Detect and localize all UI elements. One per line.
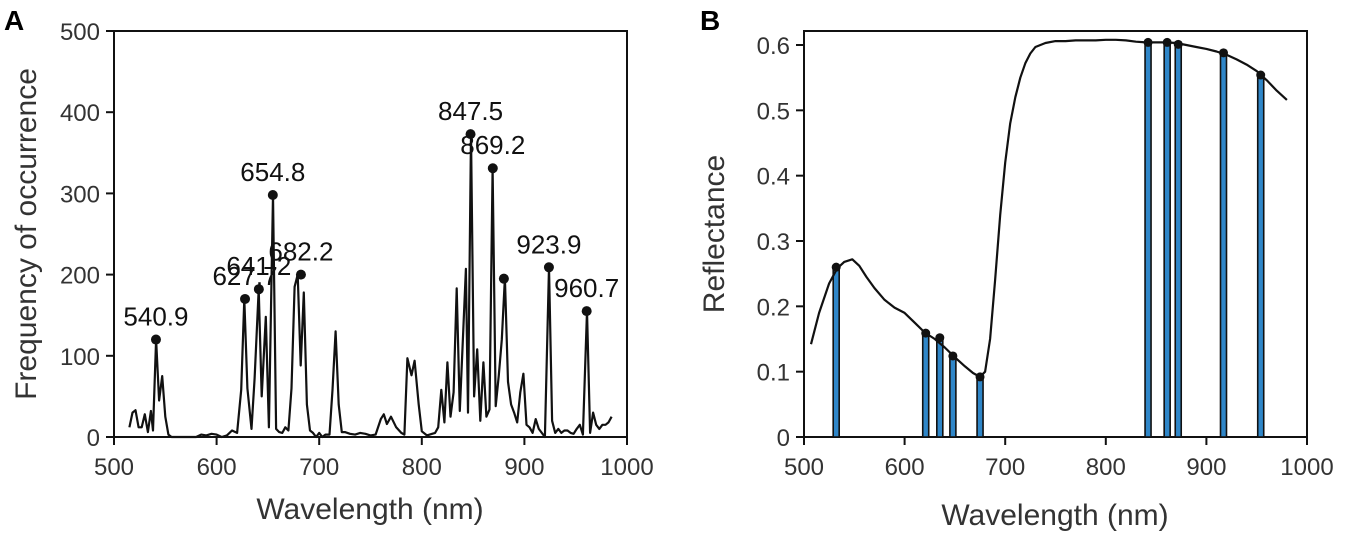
panel-a-frequency-line xyxy=(128,133,613,439)
panel-b-selected-band xyxy=(1219,52,1228,438)
panel-b-reflectance-line xyxy=(809,38,1288,378)
panel-b-x-tick-label: 600 xyxy=(885,454,925,481)
panel-a-peak-marker xyxy=(240,293,251,304)
panel-a-x-tick-label: 500 xyxy=(94,454,134,481)
panel-b-band-marker xyxy=(935,333,945,343)
panel-a-peak-label: 923.9 xyxy=(516,229,581,259)
panel-b-x-tick-label: 1000 xyxy=(1280,454,1333,481)
panel-a-y-tick-label: 100 xyxy=(60,344,100,371)
panel-b-selected-band xyxy=(936,336,944,438)
panel-a-peak-label: 869.2 xyxy=(460,130,525,160)
panel-a-x-tick-label: 700 xyxy=(299,454,339,481)
panel-b-x-tick-label: 500 xyxy=(784,454,824,481)
panel-a-peak-label: 847.5 xyxy=(438,96,503,126)
panel-b-selected-band xyxy=(949,355,957,438)
panel-a-y-tick-label: 300 xyxy=(60,181,100,208)
panel-a-peak-marker xyxy=(465,129,476,140)
panel-a-plot-frame xyxy=(113,30,628,438)
panel-a-peak-marker xyxy=(150,334,161,345)
panel-a-y-tick-label: 400 xyxy=(60,100,100,127)
panel-a-peak-label: 654.8 xyxy=(240,157,305,187)
panel-b-y-axis-label: Reflectance xyxy=(698,155,731,313)
panel-b-y-tick-label: 0.6 xyxy=(757,33,790,60)
panel-a-peak-marker xyxy=(253,284,264,295)
panel-b-y-tick-label: 0.2 xyxy=(757,294,790,321)
panel-a-peak-label: 627.7 xyxy=(212,261,277,291)
panel-a-x-tick-label: 800 xyxy=(402,454,442,481)
panel-b-selected-band xyxy=(921,332,930,438)
panel-a-peak-marker xyxy=(267,190,278,201)
panel-a-peak-marker xyxy=(487,163,498,174)
panel-a-y-tick-label: 0 xyxy=(87,425,100,452)
panel-b-selected-band xyxy=(976,376,984,438)
panel-b-x-axis-label: Wavelength (nm) xyxy=(941,499,1168,532)
panel-a-x-axis-label: Wavelength (nm) xyxy=(256,493,483,526)
panel-b-band-marker xyxy=(921,328,931,338)
panel-b-y-tick-label: 0 xyxy=(777,425,790,452)
panel-a-peak-marker xyxy=(581,306,592,317)
panel-b-band-marker xyxy=(1162,37,1172,47)
panel-a-y-tick-label: 500 xyxy=(60,19,100,46)
panel-a-peak-label: 960.7 xyxy=(554,273,619,303)
panel-b-chart: B 0 0.1 0.2 0.3 0.4 0.5 0.6 500 600 700 800 900 100… xyxy=(698,5,1334,532)
panel-a-letter: A xyxy=(4,5,24,36)
panel-b-x-tick-label: 900 xyxy=(1186,454,1226,481)
panel-a-x-tick-label: 600 xyxy=(197,454,237,481)
panel-b-y-tick-label: 0.5 xyxy=(757,98,790,125)
panel-a-peak-label: 540.9 xyxy=(123,302,188,332)
panel-a-chart: A 0 100 200 300 400 500 500 600 700 800 900 1000 5… xyxy=(4,5,654,526)
panel-a-peak-marker xyxy=(543,262,554,273)
panel-b-band-marker xyxy=(948,351,958,361)
panel-b-band-marker xyxy=(1143,37,1153,47)
panel-b-selected-band xyxy=(1256,74,1265,438)
panel-b-y-tick-label: 0.4 xyxy=(757,164,790,191)
panel-b-plot-frame xyxy=(803,30,1308,438)
panel-b-selected-band xyxy=(1144,41,1152,438)
panel-b-selected-band xyxy=(1163,41,1171,438)
panel-b-y-tick-label: 0.1 xyxy=(757,360,790,387)
panel-b-selected-band xyxy=(1174,43,1183,438)
panel-a-x-tick-label: 1000 xyxy=(600,454,653,481)
panel-b-x-tick-label: 700 xyxy=(985,454,1025,481)
panel-b-band-marker xyxy=(1173,39,1183,49)
panel-b-band-marker xyxy=(1219,48,1229,58)
panel-b-band-marker xyxy=(975,372,985,382)
panel-b-selected-band xyxy=(832,266,840,438)
panel-a-peak-marker xyxy=(498,273,509,284)
panel-a-x-tick-label: 900 xyxy=(504,454,544,481)
panel-b-y-tick-label: 0.3 xyxy=(757,229,790,256)
panel-a-peak-label: 682.2 xyxy=(268,237,333,267)
panel-b-x-tick-label: 800 xyxy=(1086,454,1126,481)
panel-b-band-marker xyxy=(1256,70,1266,80)
panel-a-y-tick-label: 200 xyxy=(60,263,100,290)
panel-b-letter: B xyxy=(700,5,720,36)
panel-a-y-axis-label: Frequency of occurrence xyxy=(10,68,43,400)
panel-b-band-marker xyxy=(831,262,841,272)
panel-a-peak-label: 641.2 xyxy=(226,251,291,281)
panel-a-peak-marker xyxy=(295,269,306,280)
